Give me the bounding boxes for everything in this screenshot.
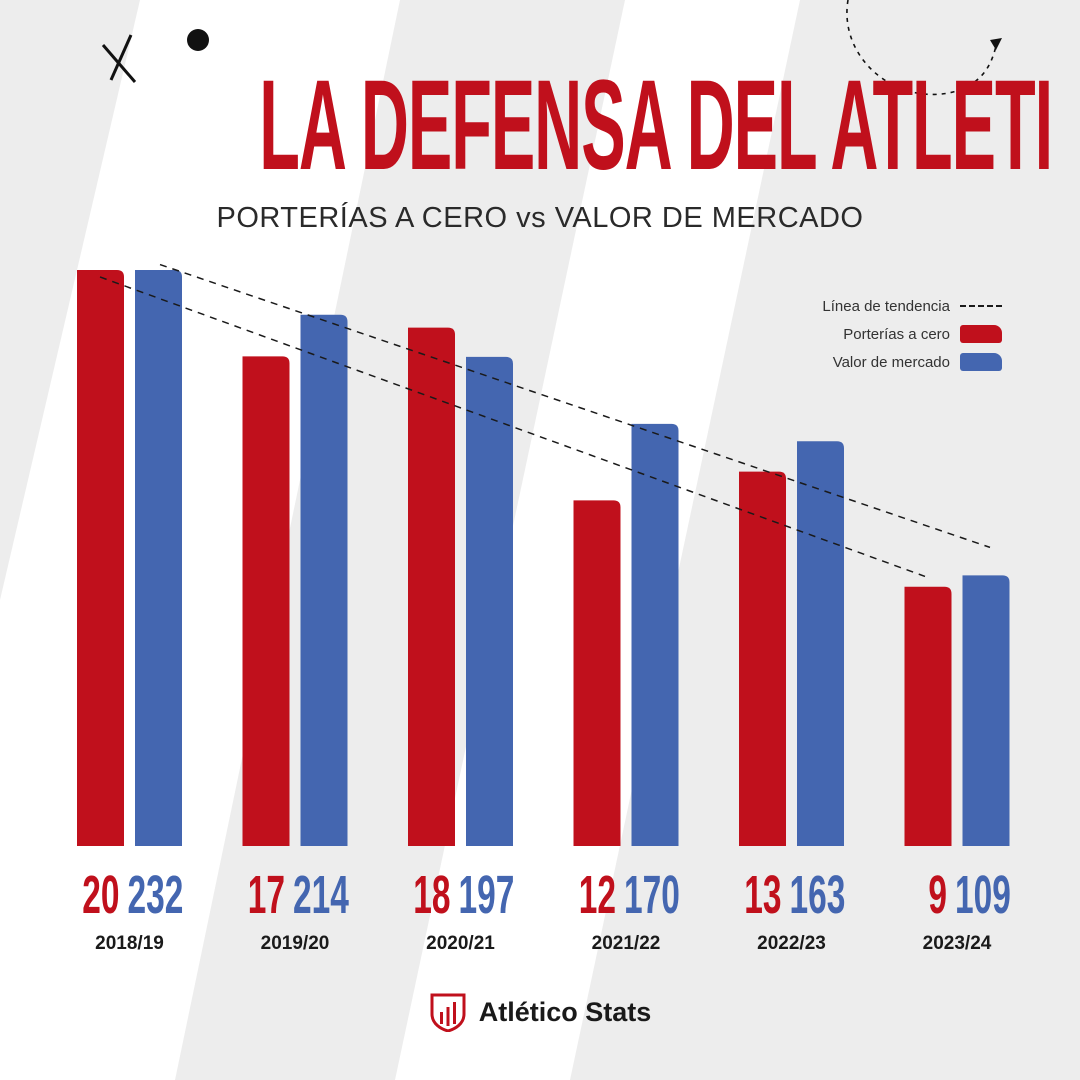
bar-market-value [797, 441, 844, 846]
bar-clean-sheets [739, 471, 786, 846]
legend-label-market-value: Valor de mercado [832, 353, 950, 371]
decor-cross [101, 34, 137, 83]
atletico-shield-icon [430, 993, 466, 1032]
brand-name: Atlético Stats [478, 996, 652, 1027]
decor-dot [187, 29, 209, 51]
data-label-market-value: 109 [955, 864, 1011, 925]
legend-label-clean-sheets: Porterías a cero [843, 325, 950, 343]
decor-arrowhead [990, 38, 1002, 50]
bar-clean-sheets [408, 327, 455, 847]
trendline-market-value [159, 263, 991, 549]
decor-dashed-curve [846, 0, 997, 96]
legend-swatch-red [960, 325, 1002, 343]
data-label-clean-sheets: 18 [413, 864, 450, 925]
bar-clean-sheets [77, 270, 124, 846]
data-label-clean-sheets: 13 [744, 864, 781, 925]
category-label: 2022/23 [757, 933, 826, 954]
legend-item-trend: Línea de tendencia [822, 292, 1002, 320]
data-label-clean-sheets: 9 [928, 864, 947, 925]
data-label-market-value: 232 [128, 864, 184, 925]
category-label: 2023/24 [923, 933, 992, 954]
data-label-clean-sheets: 20 [82, 864, 119, 925]
category-label: 2021/22 [592, 933, 661, 954]
page-subtitle: PORTERÍAS A CERO vs VALOR DE MERCADO [216, 202, 864, 234]
trendline-clean-sheets [99, 276, 926, 578]
bar-clean-sheets [904, 586, 952, 846]
legend-swatch-blue [960, 353, 1002, 371]
legend-item-market-value: Valor de mercado [822, 348, 1002, 376]
category-label: 2020/21 [426, 933, 495, 954]
legend-dash-icon [960, 305, 1002, 307]
legend-item-clean-sheets: Porterías a cero [822, 320, 1002, 348]
bar-market-value [300, 314, 348, 846]
bar-clean-sheets [573, 500, 621, 846]
data-label-market-value: 170 [624, 864, 680, 925]
brand-logo: Atlético Stats [0, 992, 1080, 1032]
category-label: 2018/19 [95, 933, 164, 954]
data-label-market-value: 214 [293, 864, 349, 925]
bar-market-value [962, 575, 1010, 846]
data-label-clean-sheets: 12 [579, 864, 616, 925]
bar-clean-sheets [242, 356, 290, 846]
data-label-market-value: 197 [459, 864, 515, 925]
data-label-market-value: 163 [790, 864, 846, 925]
bar-market-value [631, 423, 679, 846]
data-label-clean-sheets: 17 [248, 864, 285, 925]
bar-market-value [135, 270, 182, 846]
legend: Línea de tendencia Porterías a cero Valo… [822, 292, 1002, 376]
category-label: 2019/20 [261, 933, 330, 954]
legend-label-trend: Línea de tendencia [822, 297, 950, 315]
bar-market-value [466, 356, 513, 846]
